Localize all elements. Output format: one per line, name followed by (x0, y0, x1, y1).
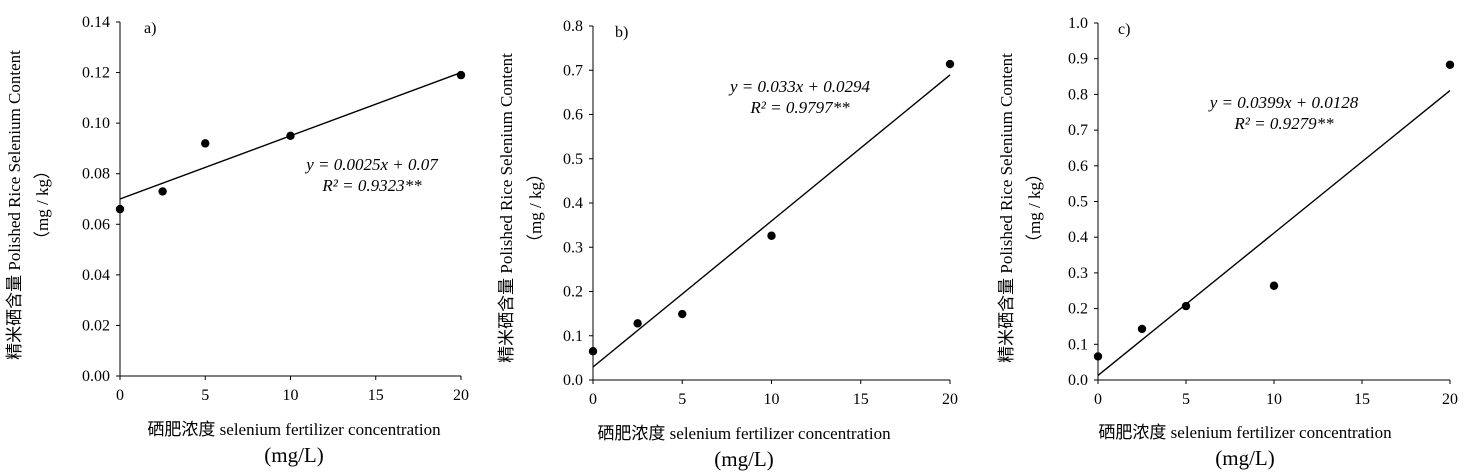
trend-equation: y = 0.033x + 0.0294 (728, 77, 871, 96)
data-point (1269, 281, 1279, 290)
y-tick-label: 0.8 (563, 18, 583, 35)
x-tick-label: 5 (201, 387, 209, 404)
x-axis-label: 硒肥浓度 selenium fertilizer concentration (597, 424, 891, 443)
trend-equation: y = 0.0399x + 0.0128 (1208, 93, 1359, 112)
chart-panel-a: 0.00 0.02 0.04 0.06 0.08 0.10 0.12 0.14 0 5 10 15 20… (5, 14, 469, 467)
chart-panel-b: 0.0 0.1 0.2 0.3 0.4 0.5 0.6 0.7 0.8 0 5 10 15 20 b) y =… (497, 18, 958, 471)
x-axis-unit: (mg/L) (264, 443, 323, 467)
x-tick-label: 0 (116, 387, 124, 404)
data-point (456, 70, 466, 80)
y-axis-label: 精米硒含量 Polished Rice Selenium Content (5, 50, 24, 360)
y-tick-label: 0.3 (563, 239, 583, 256)
y-tick-label: 0.02 (82, 317, 110, 334)
x-axis-unit: (mg/L) (714, 447, 773, 471)
y-tick-label: 0.0 (1068, 372, 1088, 389)
data-point (588, 347, 598, 356)
y-axis-label: 精米硒含量 Polished Rice Selenium Content (997, 53, 1016, 363)
data-point (1093, 352, 1103, 361)
data-point (1181, 301, 1191, 311)
y-tick-label: 1.0 (1068, 15, 1088, 32)
chart-panel-c: 0.0 0.1 0.2 0.3 0.4 0.5 0.6 0.7 0.8 0.9 1.0 0 5 10 15 2… (997, 15, 1458, 470)
data-point (286, 131, 295, 140)
y-tick-label: 0.12 (82, 65, 110, 82)
y-axis-unit: （mg / kg） (526, 165, 545, 251)
data-point (1137, 324, 1147, 334)
panel-label: a) (144, 20, 156, 37)
y-tick-label: 0.7 (1068, 122, 1088, 139)
x-tick-label: 15 (368, 387, 384, 404)
y-tick-label: 0.2 (563, 284, 583, 301)
y-tick-label: 0.0 (563, 372, 583, 389)
y-tick-label: 0.9 (1068, 51, 1088, 68)
x-tick-label: 0 (589, 391, 597, 408)
x-axis-label: 硒肥浓度 selenium fertilizer concentration (147, 420, 441, 439)
trend-equation: y = 0.0025x + 0.07 (304, 155, 439, 174)
x-tick-label: 0 (1094, 391, 1102, 408)
r-squared-label: R² = 0.9797** (749, 98, 850, 117)
y-tick-label: 0.4 (1068, 229, 1088, 246)
x-axis-unit: (mg/L) (1215, 446, 1274, 470)
data-point (1445, 60, 1455, 69)
x-tick-label: 10 (1266, 391, 1282, 408)
y-tick-label: 0.3 (1068, 265, 1088, 282)
y-axis-unit: （mg / kg） (1025, 165, 1044, 251)
y-tick-label: 0.4 (563, 195, 583, 212)
data-point (115, 204, 125, 214)
y-tick-label: 0.6 (1068, 158, 1088, 175)
x-tick-label: 20 (942, 391, 958, 408)
trend-line (1097, 90, 1451, 376)
y-tick-label: 0.8 (1068, 86, 1088, 103)
y-tick-label: 0.5 (1068, 194, 1088, 211)
x-tick-label: 20 (453, 387, 469, 404)
y-tick-label: 0.14 (82, 14, 110, 31)
y-tick-label: 0.00 (82, 368, 110, 385)
x-tick-label: 5 (1182, 391, 1190, 408)
y-tick-label: 0.04 (82, 267, 110, 284)
y-tick-label: 0.5 (563, 151, 583, 168)
data-point (201, 139, 210, 148)
data-point (633, 319, 642, 328)
data-point (767, 231, 776, 240)
y-tick-label: 0.1 (563, 328, 583, 345)
panel-label: b) (615, 24, 628, 41)
x-tick-label: 15 (1354, 391, 1370, 408)
y-axis-label: 精米硒含量 Polished Rice Selenium Content (497, 53, 516, 363)
y-tick-label: 0.2 (1068, 301, 1088, 318)
x-tick-label: 15 (853, 391, 869, 408)
y-tick-label: 0.06 (82, 216, 110, 233)
x-tick-label: 20 (1442, 391, 1458, 408)
y-tick-label: 0.08 (82, 166, 110, 183)
y-tick-label: 0.7 (563, 62, 583, 79)
y-axis-unit: （mg / kg） (33, 162, 52, 248)
data-point (945, 59, 955, 69)
r-squared-label: R² = 0.9279** (1233, 114, 1334, 133)
x-tick-label: 10 (764, 391, 780, 408)
x-tick-label: 5 (678, 391, 686, 408)
x-axis-label: 硒肥浓度 selenium fertilizer concentration (1098, 423, 1392, 442)
r-squared-label: R² = 0.9323** (321, 176, 422, 195)
y-tick-label: 0.1 (1068, 336, 1088, 353)
y-tick-label: 0.10 (82, 115, 110, 132)
x-tick-label: 10 (283, 387, 299, 404)
data-point (158, 187, 167, 196)
panel-label: c) (1118, 21, 1130, 38)
data-point (678, 309, 687, 319)
trend-line (592, 74, 951, 368)
y-tick-label: 0.6 (563, 107, 583, 124)
